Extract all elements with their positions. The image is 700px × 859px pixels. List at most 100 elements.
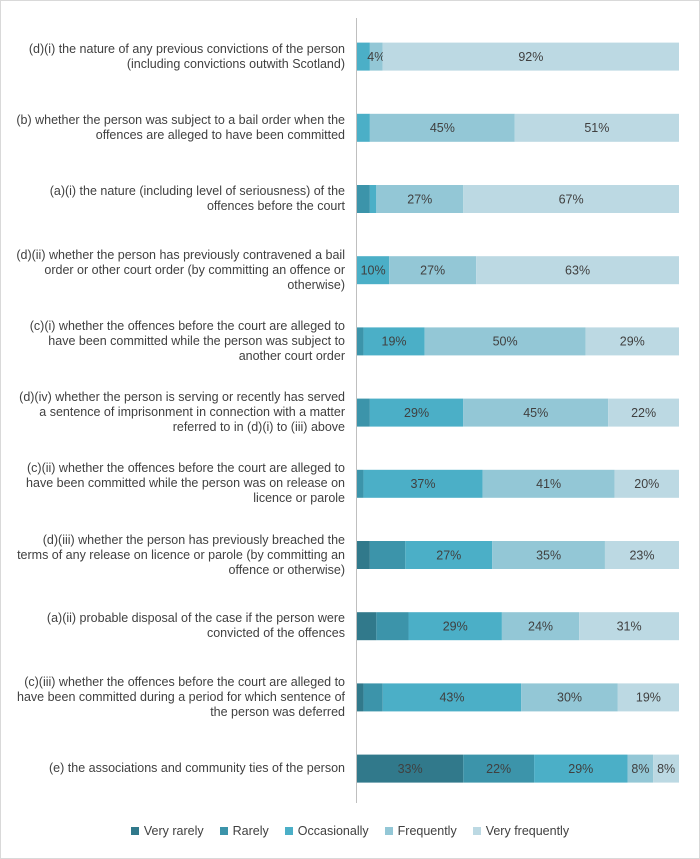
category-label: (a)(ii) probable disposal of the case if… [9, 596, 345, 656]
bar-segment [614, 469, 679, 498]
legend-swatch [219, 827, 228, 835]
category-text: (e) the associations and community ties … [49, 761, 345, 776]
value-label: 45% [430, 121, 455, 135]
legend-item: Rarely [219, 824, 269, 838]
bar-segment [424, 327, 586, 356]
category-label: (d)(ii) whether the person has previousl… [9, 240, 345, 300]
bar-segment [376, 612, 409, 641]
bar-segment [363, 327, 425, 356]
value-label: 19% [636, 691, 661, 705]
legend-item: Very frequently [472, 824, 570, 838]
bar-segment [382, 42, 679, 71]
bar-segment [463, 754, 535, 783]
value-label: 33% [398, 762, 423, 776]
value-label: 10% [361, 263, 386, 277]
bar-segment [482, 469, 615, 498]
bar-segment [363, 683, 383, 712]
bar-segment [579, 612, 679, 641]
value-label: 29% [443, 619, 468, 633]
bar-segment [369, 185, 377, 213]
legend: Very rarely Rarely Occasionally Frequently V… [1, 824, 699, 838]
bar-segment [357, 327, 364, 356]
value-label: 27% [436, 548, 461, 562]
category-text: (c)(ii) whether the offences before the … [26, 461, 345, 506]
bar-segment [405, 541, 493, 569]
legend-label: Very rarely [143, 824, 204, 838]
value-label: 51% [584, 121, 609, 135]
bar-segment [585, 327, 679, 356]
bar-segment [653, 754, 679, 783]
bar-segment [357, 113, 370, 142]
legend-label: Frequently [397, 824, 457, 838]
category-label: (d)(i) the nature of any previous convic… [9, 27, 345, 87]
value-label: 29% [568, 762, 593, 776]
value-label: 20% [634, 477, 659, 491]
legend-label: Very frequently [485, 824, 570, 838]
value-label: 31% [617, 619, 642, 633]
category-text: (a)(i) the nature (including level of se… [49, 184, 345, 213]
value-label: 45% [523, 406, 548, 420]
value-label: 63% [565, 263, 590, 277]
bar-segment [604, 541, 679, 569]
value-label: 50% [493, 335, 518, 349]
value-label: 19% [382, 335, 407, 349]
bar-segment [514, 113, 679, 142]
bar-segment [357, 42, 370, 71]
bar-segment [408, 612, 502, 641]
legend-label: Occasionally [297, 824, 369, 838]
category-label: (c)(iii) whether the offences before the… [9, 667, 345, 727]
category-label: (e) the associations and community ties … [9, 739, 345, 799]
category-label: (d)(iii) whether the person has previous… [9, 525, 345, 585]
bar-segment [617, 683, 679, 712]
bar-segment [369, 42, 383, 71]
category-text: (d)(iv) whether the person is serving or… [19, 390, 345, 435]
value-label: 22% [631, 406, 656, 420]
bar-segment [627, 754, 654, 783]
category-text: (c)(i) whether the offences before the c… [29, 318, 345, 363]
value-label: 23% [629, 548, 654, 562]
legend-swatch [130, 827, 139, 835]
category-label: (a)(i) the nature (including level of se… [9, 169, 345, 229]
value-label: 35% [536, 548, 561, 562]
bar-segment [357, 612, 377, 641]
bar-segment [357, 541, 370, 569]
value-label: 8% [631, 762, 649, 776]
bar-segment [608, 398, 679, 427]
bar-segment [492, 541, 605, 569]
legend-swatch [472, 827, 481, 835]
value-label: 27% [407, 192, 432, 206]
legend-item: Very rarely [130, 824, 204, 838]
category-text: (c)(iii) whether the offences before the… [17, 674, 345, 719]
category-label: (d)(iv) whether the person is serving or… [9, 383, 345, 443]
bar-segment [476, 256, 679, 285]
bar-segment [534, 754, 628, 783]
bar-segment [357, 398, 370, 427]
bar-segment [357, 754, 464, 783]
legend-item: Frequently [384, 824, 457, 838]
value-label: 67% [559, 192, 584, 206]
category-text: (a)(ii) probable disposal of the case if… [46, 611, 345, 641]
value-label: 29% [404, 406, 429, 420]
legend-item: Occasionally [284, 824, 369, 838]
bar-segment [357, 256, 390, 285]
bar-segment [463, 398, 609, 427]
bar-segment [363, 469, 483, 498]
bar-segment [389, 256, 477, 285]
value-label: 30% [557, 691, 582, 705]
value-label: 8% [657, 762, 675, 776]
bar-segment [382, 683, 522, 712]
value-label: 22% [486, 762, 511, 776]
value-label: 4% [367, 50, 385, 64]
value-label: 29% [620, 335, 645, 349]
legend-label: Rarely [232, 824, 269, 838]
legend-swatch [384, 827, 393, 835]
category-text: (d)(iii) whether the person has previous… [17, 532, 345, 577]
value-label: 92% [518, 50, 543, 64]
category-text: (d)(ii) whether the person has previousl… [16, 247, 345, 292]
value-label: 41% [536, 477, 561, 491]
bar-segment [369, 113, 515, 142]
bar-segment [357, 469, 364, 498]
bar-segment [521, 683, 618, 712]
